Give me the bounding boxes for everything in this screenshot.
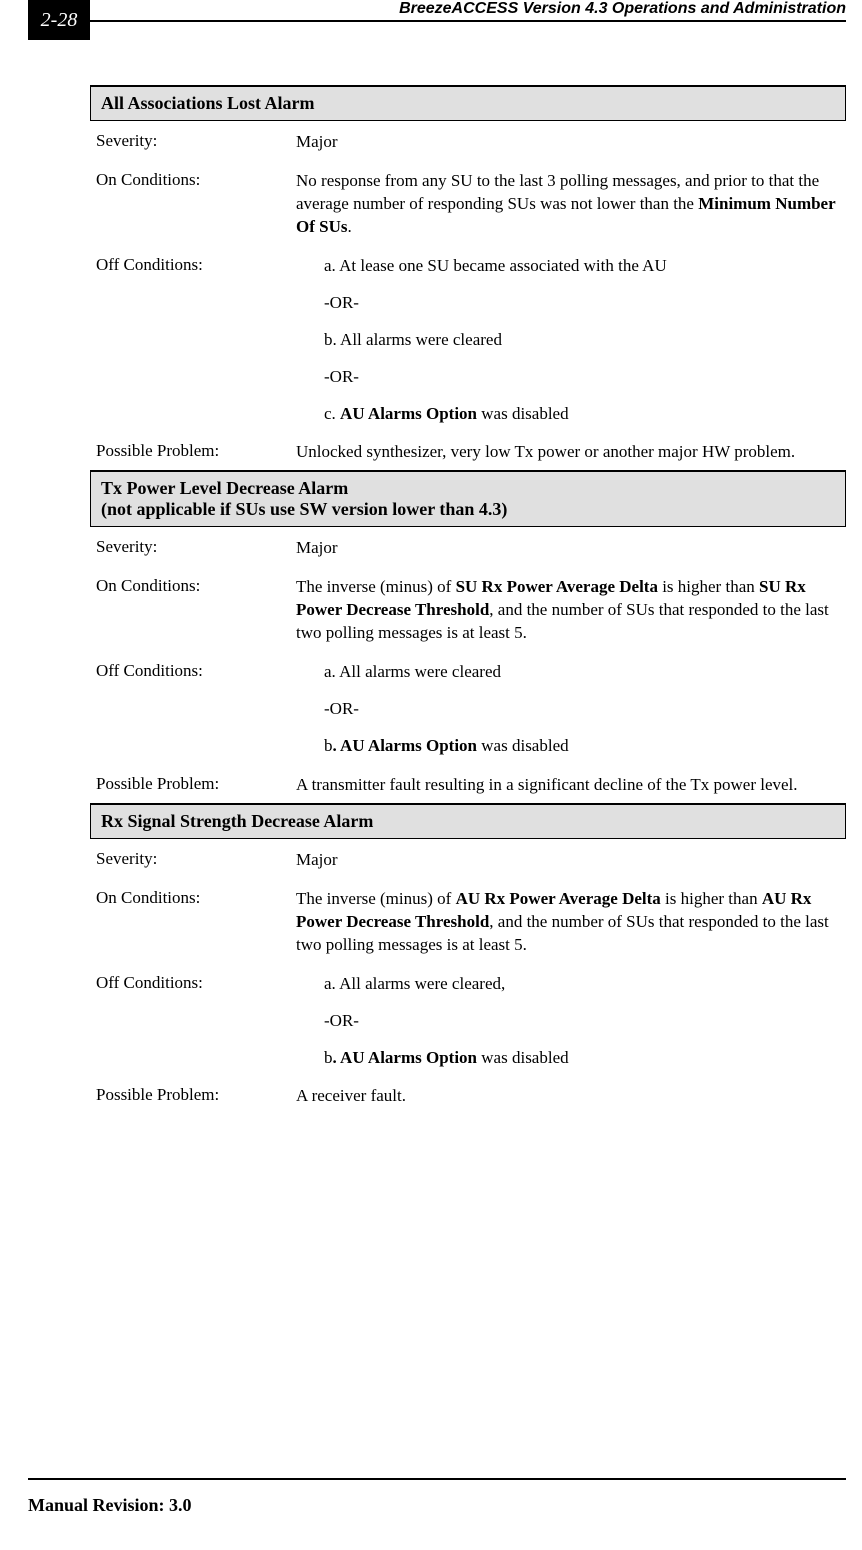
text: is higher than [661,889,762,908]
possible-problem-value: A receiver fault. [296,1085,840,1108]
on-conditions-label: On Conditions: [96,576,296,645]
off-conditions-value: a. All alarms were cleared -OR- b. AU Al… [296,661,840,758]
header-title: BreezeACCESS Version 4.3 Operations and … [393,0,846,18]
on-conditions-value: The inverse (minus) of SU Rx Power Avera… [296,576,840,645]
severity-label: Severity: [96,849,296,872]
bold-term: AU Rx Power Average Delta [456,889,661,908]
text: The inverse (minus) of [296,577,456,596]
header-rule [90,20,846,22]
on-conditions-row: On Conditions: The inverse (minus) of AU… [90,878,846,963]
off-item-b: b. AU Alarms Option was disabled [296,735,840,758]
alarm-header: All Associations Lost Alarm [90,85,846,121]
on-conditions-value: The inverse (minus) of AU Rx Power Avera… [296,888,840,957]
bold-term: . AU Alarms Option [333,1048,478,1067]
text: . [347,217,351,236]
off-item-b: b. All alarms were cleared [296,329,840,352]
bold-term: SU Rx Power Average Delta [456,577,658,596]
possible-problem-row: Possible Problem: A transmitter fault re… [90,764,846,803]
off-conditions-row: Off Conditions: a. All alarms were clear… [90,963,846,1076]
off-conditions-row: Off Conditions: a. All alarms were clear… [90,651,846,764]
severity-value: Major [296,849,840,872]
possible-problem-label: Possible Problem: [96,1085,296,1108]
text: The inverse (minus) of [296,889,456,908]
page-number-tab: 2-28 [28,0,90,40]
off-item-a: a. All alarms were cleared [296,661,840,684]
on-conditions-label: On Conditions: [96,888,296,957]
severity-row: Severity: Major [90,121,846,160]
alarm-header: Tx Power Level Decrease Alarm (not appli… [90,470,846,527]
on-conditions-row: On Conditions: No response from any SU t… [90,160,846,245]
text: b [324,736,333,755]
main-content: All Associations Lost Alarm Severity: Ma… [90,85,846,1114]
footer-rule [28,1478,846,1480]
off-item-a: a. At lease one SU became associated wit… [296,255,840,278]
severity-label: Severity: [96,131,296,154]
text: c. [324,404,340,423]
on-conditions-row: On Conditions: The inverse (minus) of SU… [90,566,846,651]
text: is higher than [658,577,759,596]
on-conditions-value: No response from any SU to the last 3 po… [296,170,840,239]
or-separator: -OR- [296,698,840,721]
off-conditions-value: a. At lease one SU became associated wit… [296,255,840,426]
off-item-a: a. All alarms were cleared, [296,973,840,996]
severity-value: Major [296,537,840,560]
possible-problem-row: Possible Problem: A receiver fault. [90,1075,846,1114]
severity-row: Severity: Major [90,527,846,566]
text: b [324,1048,333,1067]
severity-row: Severity: Major [90,839,846,878]
alarm-header: Rx Signal Strength Decrease Alarm [90,803,846,839]
possible-problem-row: Possible Problem: Unlocked synthesizer, … [90,431,846,470]
bold-term: AU Alarms Option [340,404,477,423]
on-conditions-label: On Conditions: [96,170,296,239]
off-conditions-row: Off Conditions: a. At lease one SU becam… [90,245,846,432]
or-separator: -OR- [296,292,840,315]
off-conditions-value: a. All alarms were cleared, -OR- b. AU A… [296,973,840,1070]
possible-problem-value: Unlocked synthesizer, very low Tx power … [296,441,840,464]
off-conditions-label: Off Conditions: [96,973,296,1070]
or-separator: -OR- [296,366,840,389]
text: was disabled [477,1048,569,1067]
severity-value: Major [296,131,840,154]
possible-problem-label: Possible Problem: [96,774,296,797]
off-item-b: b. AU Alarms Option was disabled [296,1047,840,1070]
off-item-c: c. AU Alarms Option was disabled [296,403,840,426]
text: was disabled [477,404,569,423]
possible-problem-value: A transmitter fault resulting in a signi… [296,774,840,797]
text: was disabled [477,736,569,755]
footer-text: Manual Revision: 3.0 [28,1495,192,1516]
or-separator: -OR- [296,1010,840,1033]
off-conditions-label: Off Conditions: [96,255,296,426]
possible-problem-label: Possible Problem: [96,441,296,464]
bold-term: . AU Alarms Option [333,736,478,755]
off-conditions-label: Off Conditions: [96,661,296,758]
severity-label: Severity: [96,537,296,560]
